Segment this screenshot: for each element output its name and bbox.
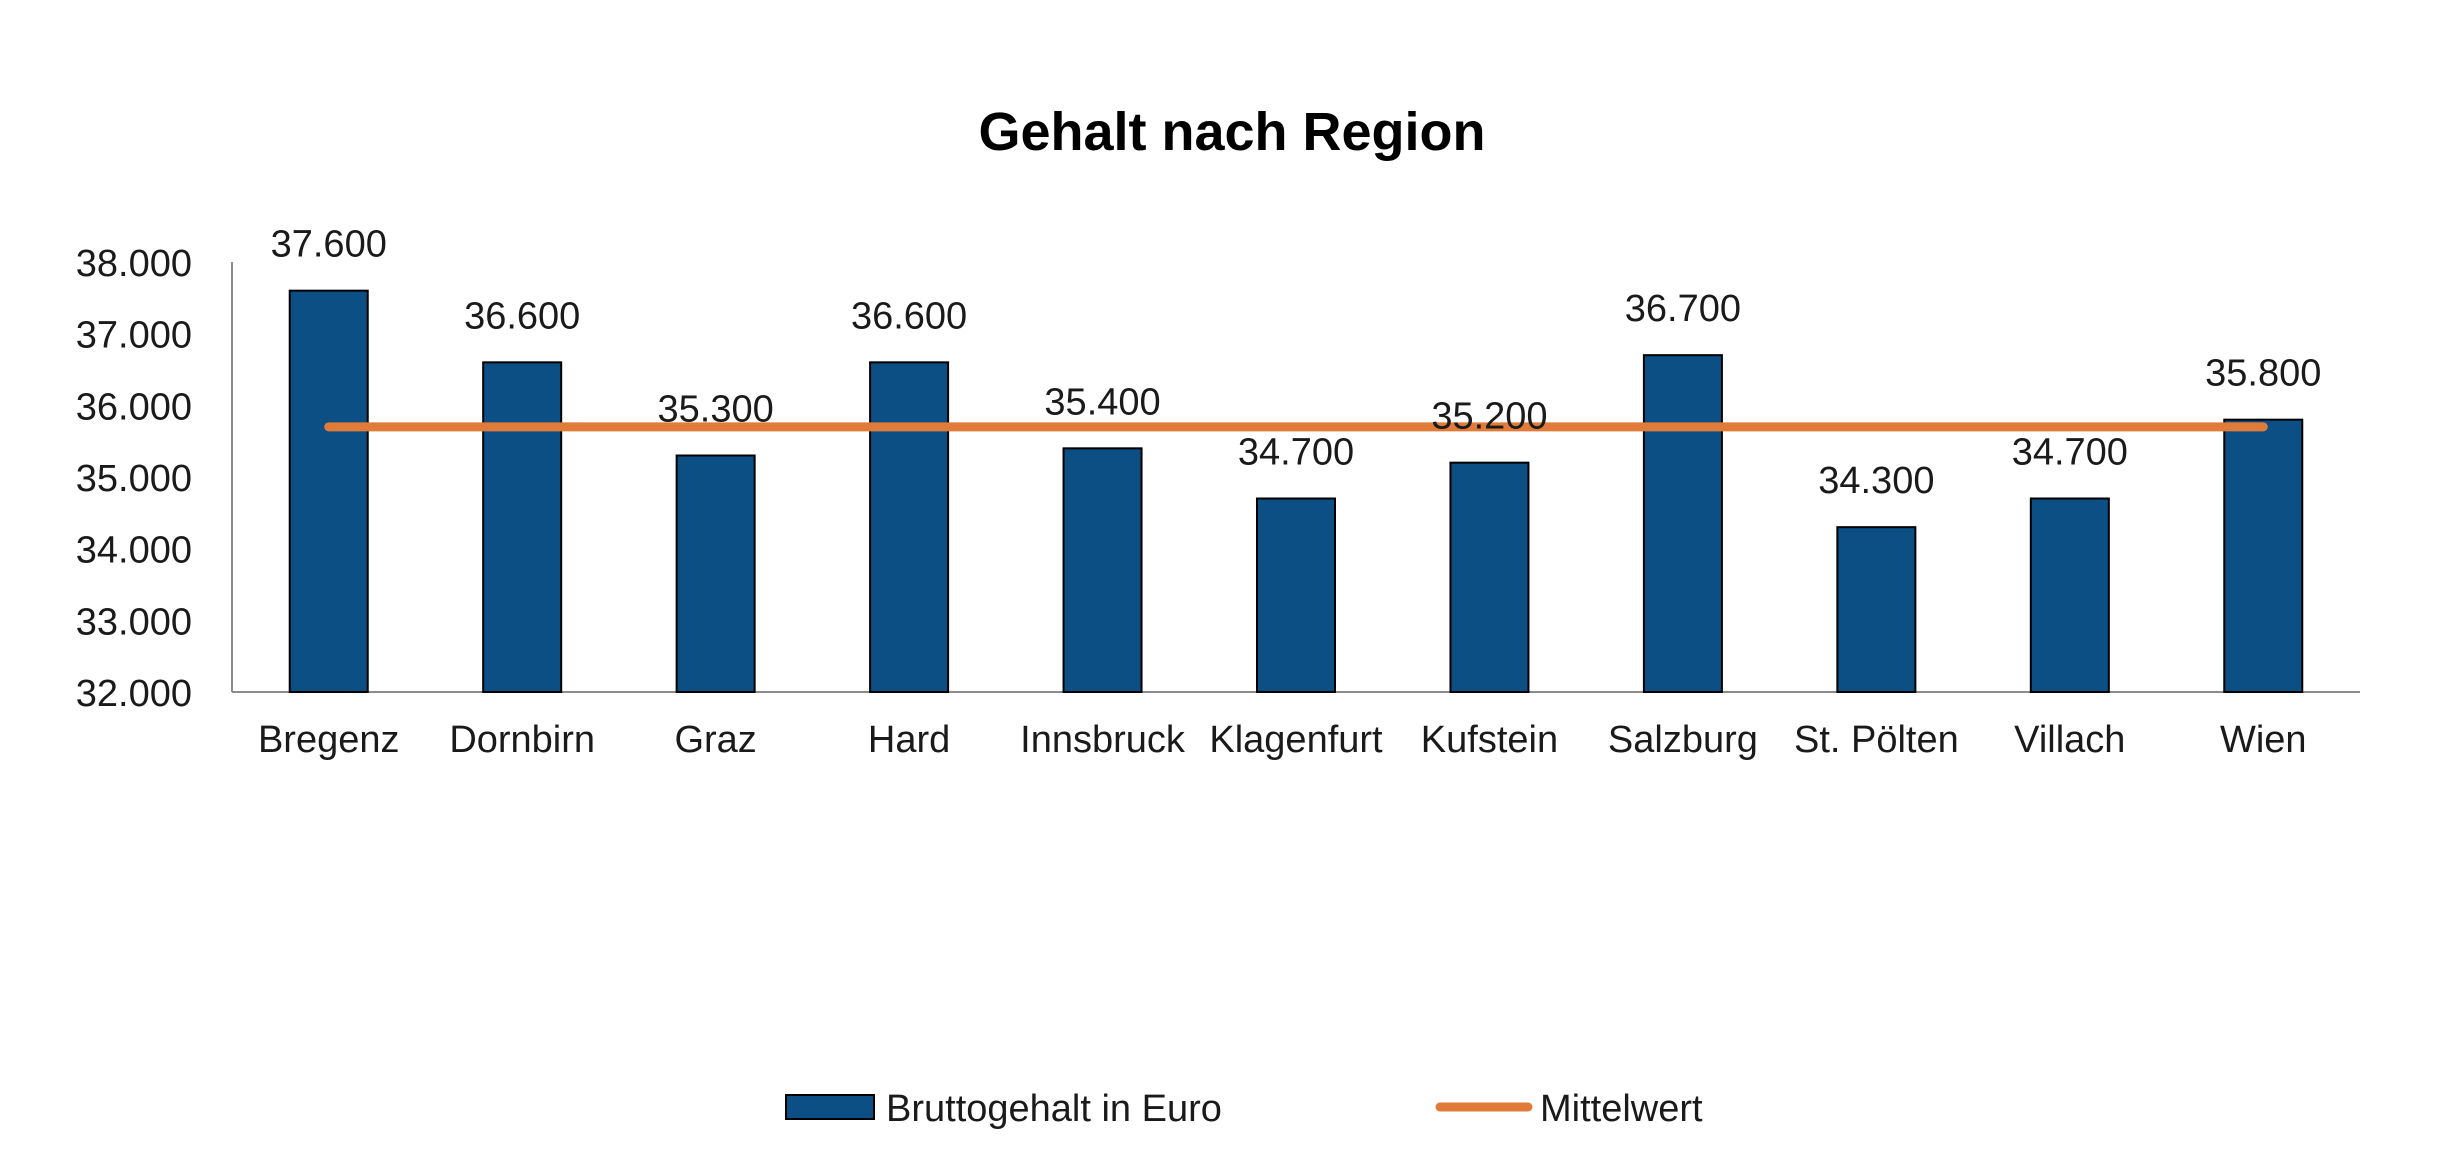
data-label: 34.700 [1238, 432, 1354, 474]
bar [1256, 497, 1336, 693]
y-tick-label: 35.000 [76, 458, 192, 500]
data-label: 36.600 [851, 295, 967, 337]
data-label: 37.600 [271, 224, 387, 266]
data-label: 36.600 [464, 295, 580, 337]
y-tick-label: 33.000 [76, 601, 192, 643]
x-tick-label: Salzburg [1608, 719, 1758, 761]
bar [2029, 497, 2110, 693]
data-label: 35.300 [658, 389, 774, 431]
x-tick-label: Villach [2014, 719, 2125, 761]
y-tick-label: 34.000 [76, 530, 192, 572]
x-tick-label: Graz [674, 719, 756, 761]
bar [482, 361, 563, 693]
bar [1642, 354, 1723, 693]
x-tick-label: St. Pölten [1794, 719, 1959, 761]
legend-bar-label: Bruttogehalt in Euro [886, 1088, 1222, 1130]
bar [288, 289, 369, 693]
legend-bar-swatch [785, 1094, 875, 1120]
x-axis: Bregenz Dornbirn Graz Hard Innsbruck Klagenfu… [232, 691, 2360, 761]
bar [1836, 526, 1917, 694]
x-tick-label: Wien [2220, 719, 2307, 761]
legend-line-label: Mittelwert [1540, 1088, 1703, 1130]
data-label: 35.400 [1044, 381, 1160, 423]
bar [869, 361, 950, 693]
data-label: 35.200 [1431, 396, 1547, 438]
x-tick-label: Dornbirn [449, 719, 595, 761]
data-label: 35.800 [2205, 353, 2321, 395]
y-tick-label: 36.000 [76, 386, 192, 428]
bar [675, 454, 756, 693]
bar [1449, 461, 1530, 693]
legend: Bruttogehalt in Euro Mittelwert [785, 1088, 1703, 1130]
data-labels: 37.600 36.600 35.300 36.600 35.400 34.700 35.2… [271, 224, 2322, 503]
y-axis: 32.000 33.000 34.000 35.000 36.000 37.000 38.0… [76, 243, 233, 715]
data-label: 36.700 [1625, 288, 1741, 330]
data-label: 34.700 [2012, 432, 2128, 474]
y-tick-label: 32.000 [76, 673, 192, 715]
bar [1062, 447, 1143, 694]
bar-series [288, 289, 2304, 694]
x-tick-label: Kufstein [1421, 719, 1558, 761]
x-tick-label: Bregenz [258, 719, 400, 761]
y-tick-label: 38.000 [76, 243, 192, 285]
x-tick-label: Klagenfurt [1209, 719, 1383, 761]
x-tick-label: Innsbruck [1020, 719, 1186, 761]
bar [2223, 418, 2304, 693]
x-tick-label: Hard [868, 719, 950, 761]
chart-title: Gehalt nach Region [978, 102, 1485, 162]
data-label: 34.300 [1818, 460, 1934, 502]
y-tick-label: 37.000 [76, 315, 192, 357]
